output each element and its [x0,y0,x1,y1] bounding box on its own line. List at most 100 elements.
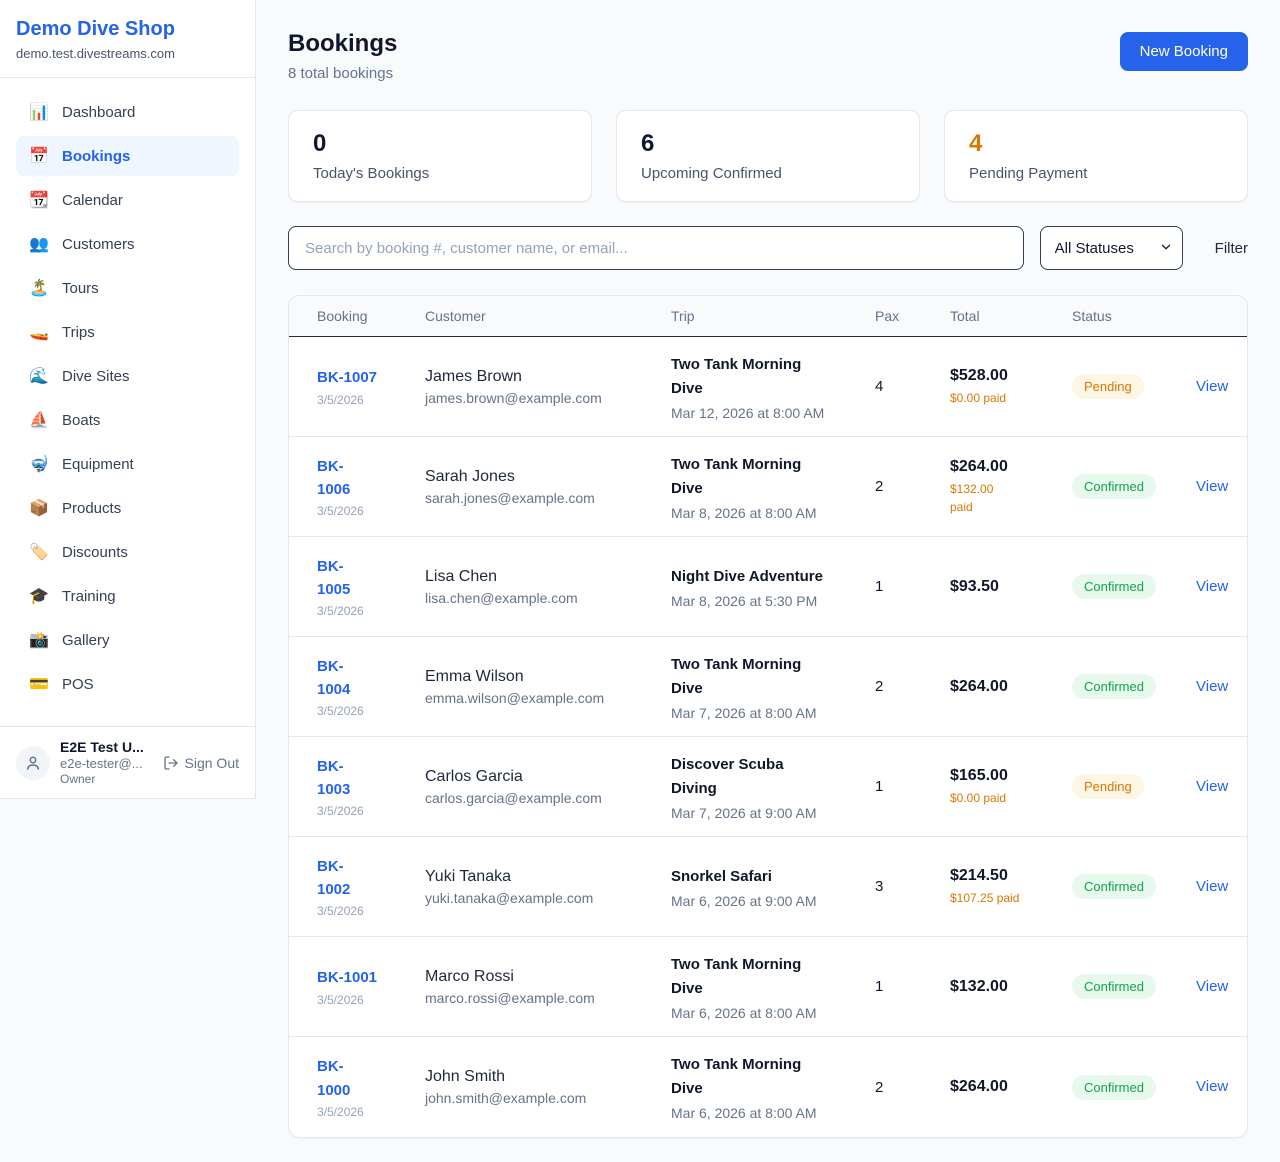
sidebar-nav-item[interactable]: 🤿 Equipment [16,444,239,484]
booking-id-link[interactable]: BK- 1004 [317,657,351,698]
stats-row: 0 Today's Bookings 6 Upcoming Confirmed … [288,110,1248,202]
status-cell: Confirmed [1072,674,1196,699]
trip-cell: Two Tank Morning Dive Mar 6, 2026 at 8:0… [671,953,875,1021]
sidebar-nav-item[interactable]: 🌊 Dive Sites [16,356,239,396]
view-link[interactable]: View [1196,877,1229,895]
customer-email: emma.wilson@example.com [425,689,605,706]
sidebar-nav-item[interactable]: 📆 Calendar [16,180,239,220]
view-link[interactable]: View [1196,777,1229,795]
total-cell: $165.00 $0.00 paid [950,767,1072,807]
main-content: Bookings 8 total bookings New Booking 0 … [288,0,1248,1138]
booking-id-link[interactable]: BK-1001 [317,969,378,987]
search-input[interactable] [288,226,1024,270]
customer-cell: John Smith john.smith@example.com [425,1068,671,1106]
total-amount: $264.00 [950,457,1008,475]
trip-datetime: Mar 6, 2026 at 8:00 AM [671,1004,817,1021]
trip-cell: Snorkel Safari Mar 6, 2026 at 9:00 AM [671,865,875,909]
trip-name: Two Tank Morning Dive [671,1056,802,1097]
nav-item-icon: 📊 [29,104,49,121]
table-row: BK- 1004 3/5/2026 Emma Wilson emma.wilso… [289,637,1247,737]
booking-date: 3/5/2026 [317,992,364,1007]
booking-date: 3/5/2026 [317,604,364,619]
col-header-total: Total [950,308,980,324]
stat-label: Today's Bookings [313,165,430,182]
status-badge: Confirmed [1072,574,1156,599]
trip-datetime: Mar 7, 2026 at 8:00 AM [671,704,817,721]
trip-name: Two Tank Morning Dive [671,355,802,397]
filter-button[interactable]: Filter [1214,239,1248,257]
customer-name: Yuki Tanaka [425,867,511,885]
sidebar-nav-item[interactable]: 💳 POS [16,664,239,704]
nav-item-label: Dive Sites [62,367,130,385]
total-cell: $214.50 $107.25 paid [950,867,1072,907]
status-badge: Confirmed [1072,474,1156,499]
booking-id-link[interactable]: BK- 1006 [317,457,351,498]
table-row: BK- 1005 3/5/2026 Lisa Chen lisa.chen@ex… [289,537,1247,637]
status-badge: Confirmed [1072,674,1156,699]
actions-cell: View [1196,878,1228,896]
customer-name: Sarah Jones [425,467,515,485]
sidebar-nav-item[interactable]: 📅 Bookings [16,136,239,176]
stat-card: 4 Pending Payment [944,110,1248,202]
pax-value: 2 [875,678,884,695]
nav-item-label: Training [62,587,116,605]
sidebar-nav-item[interactable]: 🚤 Trips [16,312,239,352]
status-filter-select[interactable]: All Statuses [1039,226,1183,270]
stat-value: 4 [969,130,983,157]
customer-email: marco.rossi@example.com [425,989,595,1006]
booking-id-link[interactable]: BK- 1003 [317,757,351,798]
nav-item-label: Gallery [62,631,110,649]
customer-email: sarah.jones@example.com [425,489,595,506]
trip-cell: Discover Scuba Diving Mar 7, 2026 at 9:0… [671,753,875,821]
booking-id-link[interactable]: BK-1007 [317,369,378,387]
new-booking-button[interactable]: New Booking [1119,32,1248,71]
view-link[interactable]: View [1196,477,1229,495]
booking-id-link[interactable]: BK- 1000 [317,1058,351,1099]
sidebar-nav-item[interactable]: 📦 Products [16,488,239,528]
booking-id-link[interactable]: BK- 1002 [317,857,351,898]
sidebar-nav-item[interactable]: 🏝️ Tours [16,268,239,308]
customer-name: Lisa Chen [425,567,498,585]
avatar [16,745,50,780]
view-link[interactable]: View [1196,577,1229,595]
page-title: Bookings [288,30,398,57]
sidebar-nav-item[interactable]: 🏷️ Discounts [16,532,239,572]
view-link[interactable]: View [1196,1078,1229,1095]
customer-cell: Marco Rossi marco.rossi@example.com [425,968,671,1006]
view-link[interactable]: View [1196,977,1229,995]
trip-datetime: Mar 12, 2026 at 8:00 AM [671,404,825,421]
sign-out-button[interactable]: Sign Out [163,755,239,771]
booking-cell: BK- 1004 3/5/2026 [317,655,425,719]
booking-cell: BK- 1002 3/5/2026 [317,855,425,919]
booking-cell: BK- 1000 3/5/2026 [317,1055,425,1119]
user-info: E2E Test U... e2e-tester@... Owner [60,739,153,786]
sidebar-nav-item[interactable]: 📊 Dashboard [16,92,239,132]
table-row: BK-1007 3/5/2026 James Brown james.brown… [289,337,1247,437]
nav-item-icon: 🏷️ [29,544,49,561]
pax-value: 2 [875,478,884,495]
sidebar-nav-item[interactable]: 🎓 Training [16,576,239,616]
total-amount: $132.00 [950,977,1008,995]
sidebar-nav-item[interactable]: 👥 Customers [16,224,239,264]
stat-label: Pending Payment [969,165,1088,182]
nav-item-label: POS [62,675,94,693]
total-amount: $528.00 [950,366,1008,384]
sidebar-nav-item[interactable]: 📸 Gallery [16,620,239,660]
sidebar-nav-item[interactable]: ⛵ Boats [16,400,239,440]
trip-datetime: Mar 6, 2026 at 8:00 AM [671,1105,817,1121]
booking-date: 3/5/2026 [317,1104,364,1119]
total-cell: $264.00 [950,1078,1072,1096]
view-link[interactable]: View [1196,377,1229,395]
nav-item-label: Trips [62,323,95,341]
customer-name: John Smith [425,1068,506,1085]
booking-id-link[interactable]: BK- 1005 [317,557,351,598]
view-link[interactable]: View [1196,677,1229,695]
nav-item-icon: 📸 [29,632,49,649]
status-cell: Confirmed [1072,974,1196,999]
customer-cell: Emma Wilson emma.wilson@example.com [425,668,671,706]
total-cell: $132.00 [950,978,1072,996]
nav-item-icon: 🚤 [29,324,49,341]
stat-card: 6 Upcoming Confirmed [616,110,920,202]
trip-datetime: Mar 7, 2026 at 9:00 AM [671,804,817,821]
nav-item-label: Tours [62,279,99,297]
